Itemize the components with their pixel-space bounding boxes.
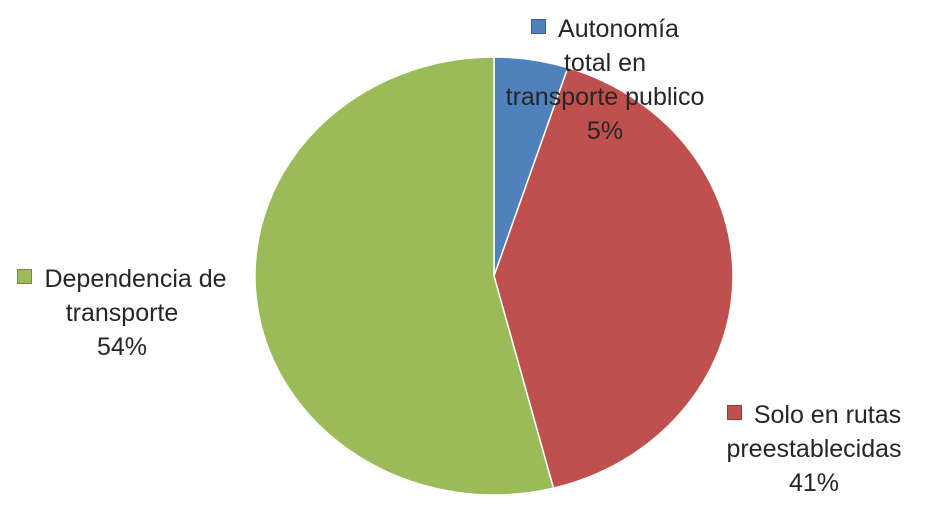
legend-key [17,269,33,284]
slice-label: Solo en rutas preestablecidas 41% [688,398,940,500]
slice-label: Autonomía total en transporte publico 5% [505,12,705,148]
legend-key [726,405,742,420]
pie-slice [493,66,734,490]
category-name: Autonomía total en transporte publico [505,15,705,111]
pie-slice [254,56,555,496]
value-label: 41% [788,469,840,497]
category-name: Dependencia de transporte [44,265,227,327]
value-label: 5% [586,117,624,145]
slice-label: Dependencia de transporte 54% [8,262,236,364]
legend-key [531,19,547,34]
value-label: 54% [96,333,148,361]
category-name: Solo en rutas preestablecidas [726,401,902,463]
